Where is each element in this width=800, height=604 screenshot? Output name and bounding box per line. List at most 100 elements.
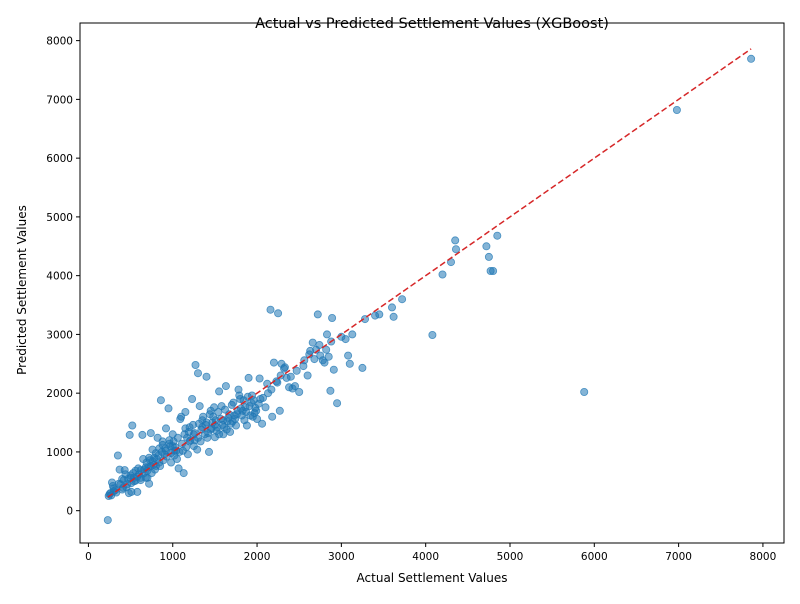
data-point (161, 446, 170, 455)
data-point (580, 387, 589, 396)
data-point (286, 372, 295, 381)
data-point (292, 366, 301, 375)
data-point (268, 412, 277, 421)
data-point (258, 419, 267, 428)
data-point (451, 236, 460, 245)
x-tick-label: 6000 (581, 551, 608, 563)
data-point (489, 266, 498, 275)
data-point (267, 385, 276, 394)
data-point (232, 410, 241, 419)
data-point (320, 358, 329, 367)
y-tick-label: 4000 (46, 271, 73, 283)
data-point (188, 394, 197, 403)
x-tick-label: 3000 (328, 551, 355, 563)
data-points (103, 54, 756, 525)
data-point (242, 407, 251, 416)
data-point (229, 398, 238, 407)
data-point (313, 310, 322, 319)
axes-frame (79, 22, 785, 544)
data-point (164, 404, 173, 413)
data-point (482, 242, 491, 251)
data-point (348, 330, 357, 339)
x-tick-label: 4000 (412, 551, 439, 563)
y-tick-label: 2000 (46, 388, 73, 400)
reference-line (107, 48, 752, 498)
data-point (428, 330, 437, 339)
data-point (214, 407, 223, 416)
x-tick-label: 1000 (159, 551, 186, 563)
data-point (324, 352, 333, 361)
data-point (174, 464, 183, 473)
data-point (290, 382, 299, 391)
data-point (145, 479, 154, 488)
data-point (389, 312, 398, 321)
data-point (205, 410, 214, 419)
data-point (280, 363, 289, 372)
y-tick-label: 7000 (46, 94, 73, 106)
y-tick-label: 6000 (46, 153, 73, 165)
data-point (183, 450, 192, 459)
data-point (195, 402, 204, 411)
data-point (398, 295, 407, 304)
data-point (250, 409, 259, 418)
data-point (484, 252, 493, 261)
data-point (333, 399, 342, 408)
y-tick-label: 3000 (46, 329, 73, 341)
data-point (255, 374, 264, 383)
data-point (146, 429, 155, 438)
data-point (747, 54, 756, 63)
y-tick-label: 5000 (46, 212, 73, 224)
chart-title: Actual vs Predicted Settlement Values (X… (255, 16, 609, 32)
data-point (245, 402, 254, 411)
data-point (156, 396, 165, 405)
data-point (328, 313, 337, 322)
data-point (266, 305, 275, 314)
data-point (344, 351, 353, 360)
data-point (451, 245, 460, 254)
data-point (202, 418, 211, 427)
data-point (341, 335, 350, 344)
plot-area (79, 22, 785, 544)
data-point (113, 451, 122, 460)
data-point (308, 338, 317, 347)
data-point (345, 359, 354, 368)
data-point (438, 270, 447, 279)
x-tick-label: 8000 (750, 551, 777, 563)
data-point (269, 358, 278, 367)
y-tick-label: 0 (66, 506, 73, 518)
data-point (310, 355, 319, 364)
x-axis-label: Actual Settlement Values (357, 571, 508, 585)
x-axis-ticks: 0 1000 2000 3000 4000 5000 6000 7000 8000 (85, 543, 776, 563)
data-point (221, 382, 230, 391)
y-tick-label: 8000 (46, 36, 73, 48)
data-point (242, 421, 251, 430)
data-point (167, 458, 176, 467)
y-axis-ticks: 0 1000 2000 3000 4000 5000 6000 7000 8000 (46, 36, 80, 518)
data-point (295, 387, 304, 396)
data-point (165, 436, 174, 445)
data-point (156, 461, 165, 470)
data-point (204, 447, 213, 456)
data-point (375, 310, 384, 319)
data-point (274, 309, 283, 318)
data-point (202, 372, 211, 381)
data-point (128, 421, 137, 430)
data-point (244, 373, 253, 382)
data-point (173, 433, 182, 442)
data-point (256, 394, 265, 403)
data-point (181, 407, 190, 416)
data-point (261, 403, 270, 412)
data-point (138, 430, 147, 439)
data-point (181, 424, 190, 433)
data-point (193, 433, 202, 442)
data-point (158, 440, 167, 449)
data-point (326, 386, 335, 395)
data-point (191, 360, 200, 369)
x-tick-label: 7000 (665, 551, 692, 563)
data-point (275, 406, 284, 415)
data-point (303, 371, 312, 380)
x-tick-label: 5000 (497, 551, 524, 563)
data-point (358, 363, 367, 372)
